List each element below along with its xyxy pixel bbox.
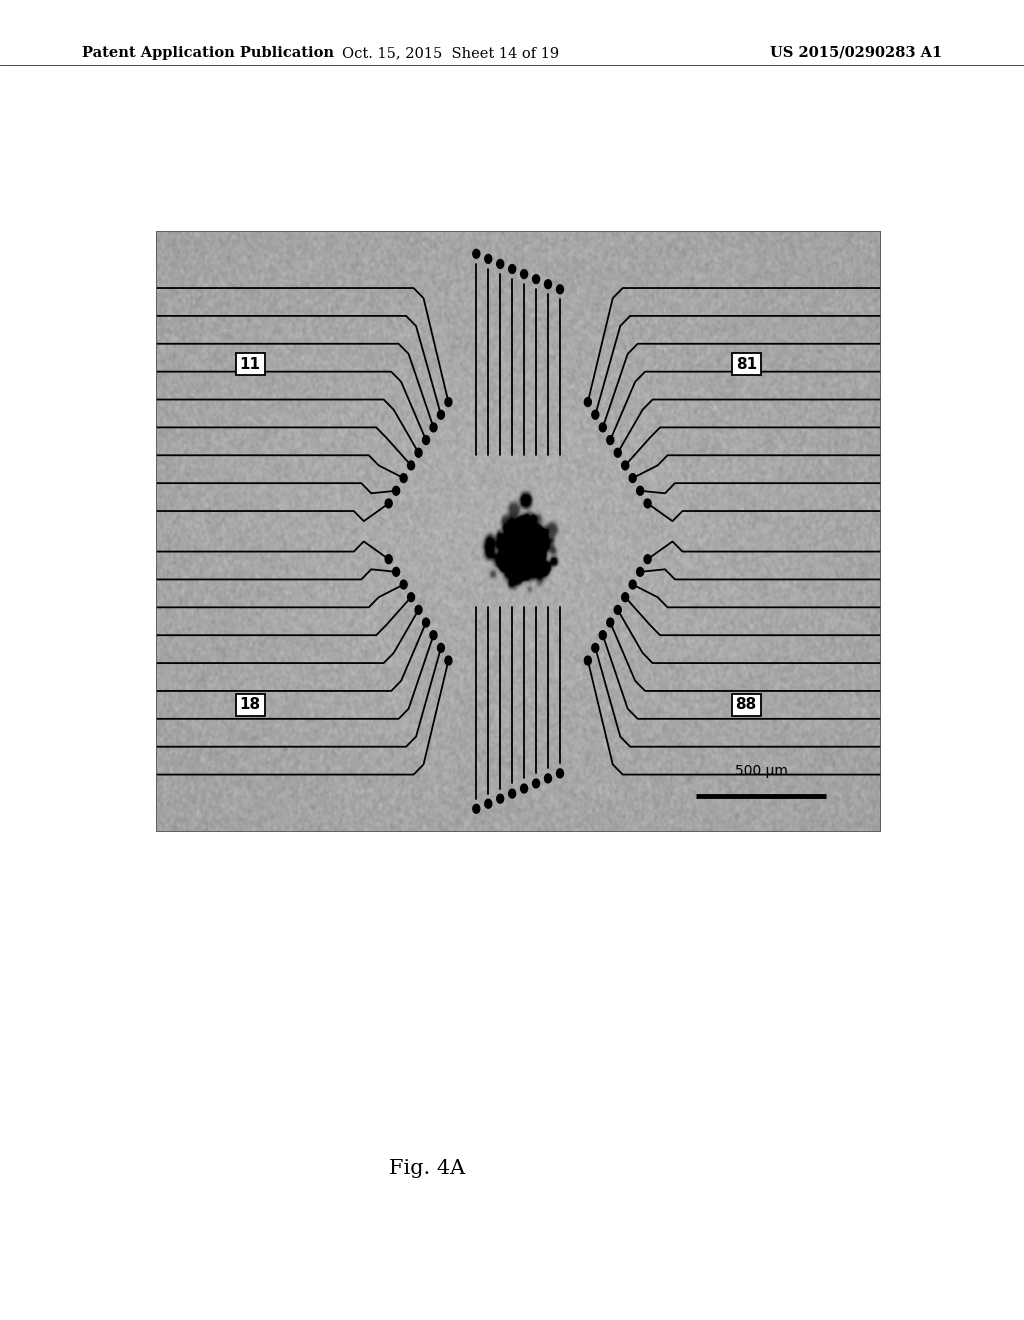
Circle shape — [520, 784, 527, 793]
Circle shape — [392, 568, 399, 577]
Text: 81: 81 — [735, 356, 757, 371]
Circle shape — [445, 397, 452, 407]
Circle shape — [408, 593, 415, 602]
Text: 18: 18 — [240, 697, 261, 713]
Circle shape — [497, 795, 504, 803]
Circle shape — [629, 579, 636, 589]
Circle shape — [614, 449, 622, 457]
Circle shape — [423, 618, 429, 627]
Circle shape — [532, 275, 540, 284]
Text: 500 μm: 500 μm — [734, 764, 787, 779]
Circle shape — [585, 656, 591, 665]
Circle shape — [473, 249, 480, 259]
Text: 11: 11 — [240, 356, 261, 371]
Circle shape — [445, 656, 452, 665]
Circle shape — [473, 804, 480, 813]
Circle shape — [592, 643, 599, 652]
Circle shape — [430, 422, 437, 432]
Circle shape — [509, 264, 516, 273]
Text: US 2015/0290283 A1: US 2015/0290283 A1 — [770, 46, 942, 59]
Circle shape — [415, 606, 422, 614]
Circle shape — [556, 768, 563, 777]
Circle shape — [509, 789, 516, 799]
Circle shape — [629, 474, 636, 483]
Circle shape — [400, 579, 408, 589]
Circle shape — [532, 779, 540, 788]
Circle shape — [599, 631, 606, 640]
Circle shape — [392, 486, 399, 495]
Circle shape — [644, 499, 651, 508]
Circle shape — [637, 568, 644, 577]
Circle shape — [622, 461, 629, 470]
Circle shape — [637, 486, 644, 495]
Text: Fig. 4A: Fig. 4A — [389, 1159, 465, 1177]
Circle shape — [408, 461, 415, 470]
Circle shape — [607, 436, 613, 445]
Circle shape — [614, 606, 622, 614]
Text: Oct. 15, 2015  Sheet 14 of 19: Oct. 15, 2015 Sheet 14 of 19 — [342, 46, 559, 59]
Text: 88: 88 — [735, 697, 757, 713]
Circle shape — [497, 260, 504, 268]
Circle shape — [592, 411, 599, 420]
Circle shape — [556, 285, 563, 294]
Circle shape — [415, 449, 422, 457]
Circle shape — [644, 554, 651, 564]
Circle shape — [599, 422, 606, 432]
Circle shape — [607, 618, 613, 627]
Circle shape — [520, 269, 527, 279]
Circle shape — [545, 280, 552, 289]
Circle shape — [437, 643, 444, 652]
Circle shape — [400, 474, 408, 483]
Circle shape — [430, 631, 437, 640]
Circle shape — [385, 554, 392, 564]
Circle shape — [385, 499, 392, 508]
Circle shape — [622, 593, 629, 602]
Text: Patent Application Publication: Patent Application Publication — [82, 46, 334, 59]
Circle shape — [423, 436, 429, 445]
Circle shape — [484, 255, 492, 263]
Circle shape — [437, 411, 444, 420]
Circle shape — [484, 800, 492, 808]
Circle shape — [585, 397, 591, 407]
Circle shape — [545, 774, 552, 783]
